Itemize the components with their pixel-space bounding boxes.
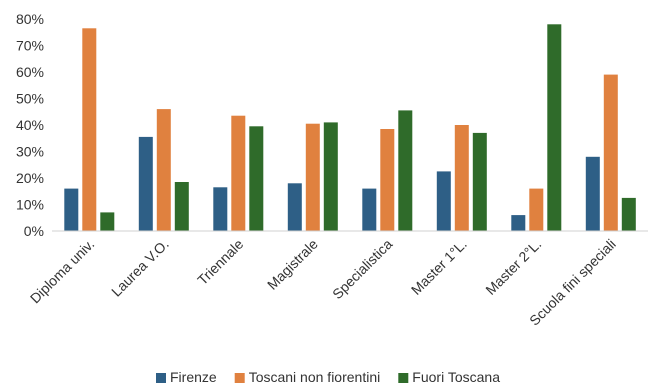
bar [621,197,636,231]
y-tick-label: 20% [16,170,44,186]
bar [472,132,487,231]
x-axis-labels: Diploma univ. Laurea V.O. Triennale Magistr… [27,236,619,329]
y-axis: 0% 10% 20% 30% 40% 50% 60% 70% 80% [16,11,44,239]
bar [174,182,189,231]
bar [213,187,228,231]
y-tick-label: 0% [24,223,44,239]
bar [511,215,526,231]
bar [380,129,395,231]
legend-swatch [234,373,245,383]
bar [100,212,115,231]
bar [138,136,153,231]
legend-swatch [398,373,409,383]
legend-swatch [156,373,166,383]
x-tick-label: Master 2°L. [482,236,544,298]
legend: Firenze Toscani non fiorentini Fuori Tosca… [156,369,500,385]
bar [82,28,97,231]
x-tick-label: Master 1°L. [408,236,470,298]
y-tick-label: 50% [16,91,44,107]
y-tick-label: 10% [16,197,44,213]
bar [398,110,413,231]
x-tick-label: Magistrale [264,236,321,293]
bar [547,24,562,231]
bar [305,123,320,231]
bar [156,109,171,231]
legend-label: Fuori Toscana [412,369,500,385]
y-tick-label: 70% [16,38,44,54]
x-tick-label: Laurea V.O. [108,236,172,300]
bar [603,74,618,231]
y-tick-label: 40% [16,117,44,133]
y-tick-label: 60% [16,64,44,80]
bar [436,171,451,231]
bar [362,188,377,231]
bar [287,183,302,231]
bar [529,188,544,231]
y-tick-label: 80% [16,11,44,27]
bar [323,122,338,231]
bar [249,126,264,231]
legend-item: Firenze [156,369,217,385]
legend-label: Firenze [170,369,217,385]
bar [585,156,600,231]
bar [231,115,246,231]
x-tick-label: Diploma univ. [27,236,98,307]
legend-label: Toscani non fiorentini [249,369,381,385]
legend-item: Fuori Toscana [398,369,500,385]
bar [454,125,469,231]
legend-item: Toscani non fiorentini [234,369,381,385]
bars-group [64,24,636,231]
x-tick-label: Specialistica [329,236,395,302]
y-tick-label: 30% [16,144,44,160]
bar [64,188,79,231]
x-tick-label: Triennale [194,236,246,288]
